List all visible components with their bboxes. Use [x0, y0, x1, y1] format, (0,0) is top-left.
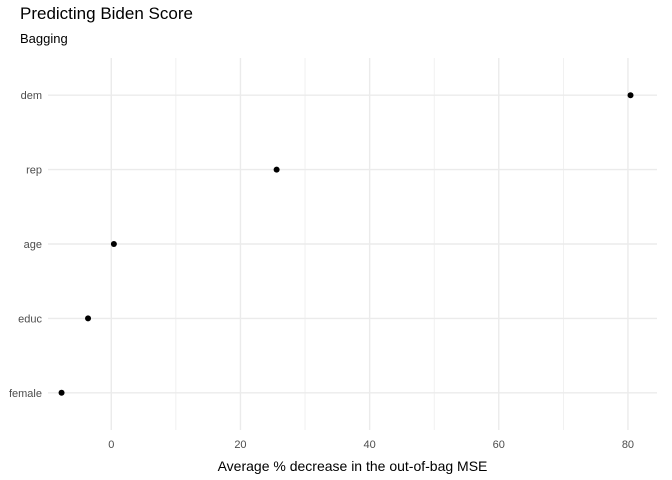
x-tick-label: 60: [493, 439, 505, 451]
y-tick-label-educ: educ: [18, 313, 42, 325]
x-tick-label: 20: [234, 439, 246, 451]
y-tick-label-female: female: [9, 388, 42, 400]
data-point-rep: [273, 166, 280, 173]
y-axis-labels: dem rep age educ female: [9, 90, 43, 400]
x-axis-title: Average % decrease in the out-of-bag MSE: [218, 458, 488, 474]
x-tick-label: 40: [363, 439, 375, 451]
x-tick-label: 80: [622, 439, 634, 451]
x-tick-label: 0: [108, 439, 114, 451]
y-tick-label-age: age: [24, 239, 42, 251]
data-point-age: [110, 241, 117, 247]
major-gridlines: [48, 58, 657, 430]
y-tick-label-dem: dem: [21, 90, 42, 102]
y-tick-label-rep: rep: [26, 165, 42, 177]
data-points: [58, 92, 634, 396]
data-point-dem: [627, 92, 634, 99]
chart-title: Predicting Biden Score: [20, 4, 193, 23]
data-point-educ: [85, 315, 92, 322]
data-point-female: [58, 389, 65, 396]
x-axis-labels: 0 20 40 60 80: [108, 439, 634, 451]
chart-subtitle: Bagging: [20, 31, 68, 46]
